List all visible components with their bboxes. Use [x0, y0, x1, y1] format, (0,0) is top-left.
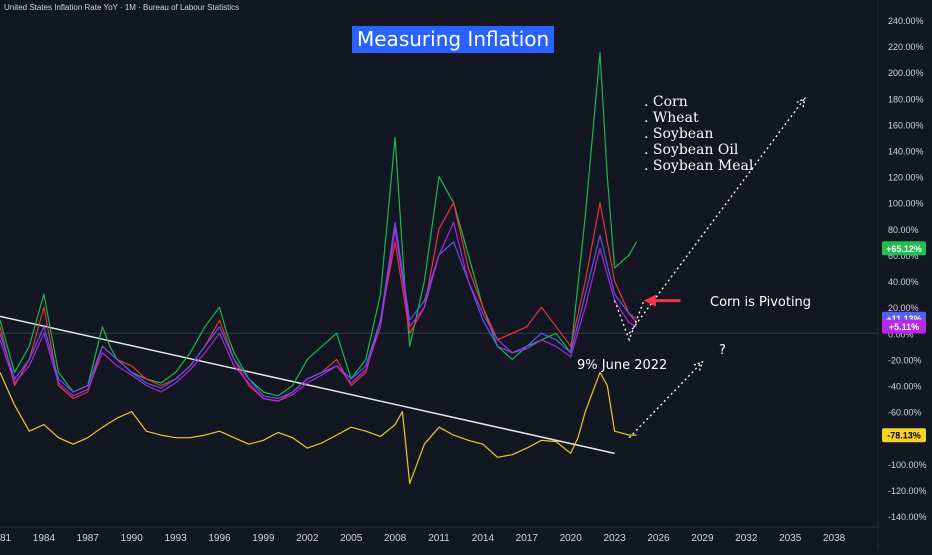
- x-tick-label: 2029: [691, 533, 714, 544]
- x-tick-label: 2008: [384, 533, 407, 544]
- series-line-yellow: [0, 371, 637, 484]
- corn-pivot-annotation: Corn is Pivoting: [710, 295, 812, 310]
- x-tick-label: 2017: [516, 533, 539, 544]
- projection-arrowhead: [693, 360, 704, 371]
- y-tick-label: 220.00%: [888, 42, 924, 52]
- trendline: [0, 315, 615, 455]
- y-tick-label: -60.00%: [888, 408, 922, 418]
- y-tick-label: 80.00%: [888, 225, 919, 235]
- x-tick-label: 1981: [0, 533, 12, 544]
- x-tick-label: 1999: [252, 533, 275, 544]
- commodity-item: . Soybean: [644, 126, 714, 142]
- commodity-item: . Soybean Oil: [644, 142, 739, 158]
- y-tick-label: 200.00%: [888, 68, 924, 78]
- y-tick-label: 60.00%: [888, 251, 919, 261]
- series-line-purple: [0, 221, 637, 402]
- last-value-label-purple: +5.11%: [889, 322, 919, 332]
- dotted-projection: [628, 97, 806, 334]
- last-value-label-blue: +11.13%: [886, 314, 921, 324]
- x-tick-label: 2026: [647, 533, 670, 544]
- y-tick-label: -20.00%: [888, 355, 922, 365]
- x-tick-label: 2023: [603, 533, 626, 544]
- y-tick-label: 100.00%: [888, 199, 924, 209]
- y-tick-label: 180.00%: [888, 94, 924, 104]
- commodity-list: . Corn . Wheat . Soybean . Soybean Oil .…: [644, 94, 753, 174]
- commodity-item: . Wheat: [644, 110, 699, 126]
- y-tick-label: 120.00%: [888, 173, 924, 183]
- last-value-label-green: +65.12%: [886, 244, 922, 254]
- commodity-item: . Soybean Meal: [644, 158, 754, 174]
- y-tick-label: 160.00%: [888, 120, 924, 130]
- x-tick-label: 1987: [77, 533, 100, 544]
- projection-arrowhead: [796, 97, 806, 108]
- x-tick-label: 2035: [779, 533, 802, 544]
- corn-pivot-arrowhead: [643, 294, 656, 307]
- y-tick-label: 240.00%: [888, 16, 924, 26]
- last-value-badge-purple: [882, 319, 926, 334]
- x-tick-label: 1993: [164, 533, 187, 544]
- x-tick-label: 2005: [340, 533, 363, 544]
- y-tick-label: -40.00%: [888, 381, 922, 391]
- x-tick-label: 2020: [560, 533, 583, 544]
- x-tick-label: 2038: [823, 533, 846, 544]
- commodity-item: . Corn: [644, 94, 688, 110]
- x-tick-label: 2011: [428, 533, 450, 544]
- dotted-projection: [613, 300, 645, 342]
- last-value-badge-yellow: [882, 428, 926, 443]
- source-label: United States Inflation Rate YoY · 1M · …: [4, 3, 240, 12]
- x-tick-label: 1984: [33, 533, 56, 544]
- x-tick-label: 1996: [208, 533, 231, 544]
- y-tick-label: -100.00%: [888, 460, 927, 470]
- y-tick-label: 40.00%: [888, 277, 919, 287]
- x-tick-label: 2002: [296, 533, 319, 544]
- x-tick-label: 1990: [121, 533, 144, 544]
- y-tick-label: -120.00%: [888, 486, 927, 496]
- last-value-badge-green: [882, 241, 926, 256]
- cpi-peak-annotation: 9% June 2022: [577, 358, 668, 373]
- question-annotation: ?: [719, 343, 726, 358]
- y-tick-label: 0.00%: [888, 329, 914, 339]
- x-tick-label: 2032: [735, 533, 758, 544]
- last-value-label-yellow: -78.13%: [887, 431, 921, 441]
- y-tick-label: -140.00%: [888, 512, 927, 522]
- y-tick-label: 20.00%: [888, 303, 919, 313]
- series-line-blue: [0, 221, 637, 400]
- y-tick-label: 140.00%: [888, 147, 924, 157]
- x-tick-label: 2014: [472, 533, 495, 544]
- chart-title: Measuring Inflation: [352, 26, 555, 53]
